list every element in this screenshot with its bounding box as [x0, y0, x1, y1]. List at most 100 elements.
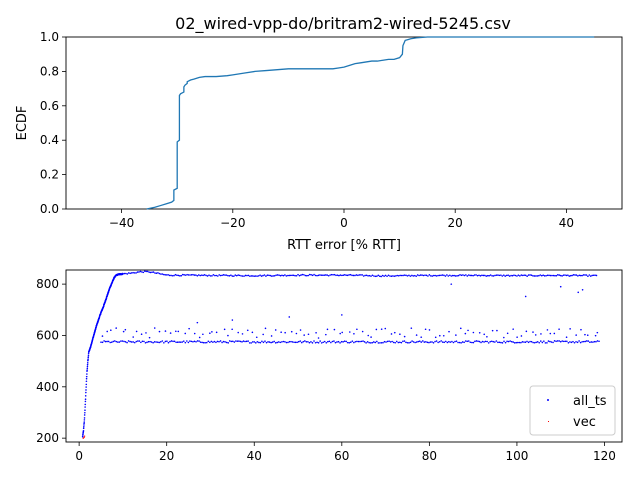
all-ts-point: [523, 341, 525, 343]
all-ts-point: [187, 341, 190, 344]
all-ts-point: [497, 274, 499, 276]
all-ts-point: [405, 274, 407, 277]
all-ts-point: [275, 274, 277, 276]
all-ts-point: [564, 340, 567, 343]
all-ts-point: [281, 274, 283, 277]
all-ts-point: [83, 424, 85, 426]
all-ts-point: [506, 332, 509, 335]
all-ts-point: [84, 406, 86, 408]
scatter-y-tick-label: 600: [36, 328, 59, 342]
all-ts-point: [397, 274, 400, 277]
all-ts-point: [422, 340, 424, 342]
all-ts-point: [170, 340, 173, 342]
all-ts-point: [440, 340, 442, 342]
all-ts-point: [521, 341, 524, 343]
all-ts-point: [483, 333, 486, 336]
all-ts-point: [173, 340, 176, 343]
all-ts-point: [298, 274, 301, 277]
all-ts-point: [201, 341, 203, 344]
all-ts-point: [582, 340, 585, 343]
all-ts-point: [349, 341, 352, 344]
all-ts-point: [449, 341, 452, 343]
all-ts-point: [106, 340, 108, 343]
all-ts-point: [308, 273, 311, 276]
all-ts-point: [135, 330, 138, 333]
all-ts-point: [415, 341, 418, 343]
all-ts-point: [495, 274, 498, 276]
all-ts-point: [145, 332, 147, 334]
all-ts-point: [130, 272, 133, 274]
all-ts-point: [184, 274, 187, 276]
all-ts-point: [198, 274, 200, 276]
all-ts-point: [200, 274, 203, 276]
all-ts-point: [354, 274, 356, 277]
all-ts-point: [342, 274, 345, 277]
all-ts-point: [158, 330, 161, 333]
all-ts-point: [115, 340, 118, 343]
all-ts-point: [365, 342, 367, 344]
all-ts-point: [106, 330, 109, 333]
all-ts-point: [535, 341, 537, 344]
all-ts-point: [177, 274, 180, 277]
all-ts-point: [571, 274, 573, 277]
all-ts-point: [132, 341, 134, 343]
all-ts-point: [317, 274, 320, 277]
all-ts-point: [579, 341, 582, 344]
all-ts-point: [266, 274, 269, 277]
all-ts-point: [478, 340, 481, 343]
all-ts-point: [322, 274, 324, 277]
vec-point: [82, 437, 84, 439]
all-ts-point: [539, 340, 542, 342]
all-ts-point: [585, 274, 588, 276]
all-ts-point: [307, 340, 309, 343]
all-ts-point: [234, 274, 237, 276]
all-ts-point: [381, 274, 384, 277]
all-ts-point: [459, 273, 461, 276]
all-ts-point: [291, 274, 293, 277]
ecdf-y-tick-label: 1.0: [40, 30, 59, 44]
all-ts-point: [484, 340, 487, 343]
all-ts-point: [181, 273, 184, 276]
all-ts-point: [181, 341, 184, 343]
all-ts-point: [440, 274, 442, 277]
all-ts-point: [373, 275, 375, 277]
all-ts-point: [438, 274, 441, 277]
all-ts-point: [148, 336, 151, 339]
all-ts-point: [250, 275, 253, 277]
all-ts-point: [421, 274, 423, 276]
all-ts-point: [267, 341, 269, 343]
all-ts-point: [157, 272, 159, 274]
all-ts-point: [317, 341, 320, 344]
all-ts-point: [430, 275, 432, 277]
all-ts-point: [578, 274, 581, 277]
ecdf-chart: 02_wired-vpp-do/britram2-wired-5245.csv …: [15, 14, 623, 253]
all-ts-point: [524, 341, 527, 344]
all-ts-point: [448, 330, 450, 333]
all-ts-point: [504, 275, 507, 277]
all-ts-point: [592, 341, 594, 343]
all-ts-point: [393, 331, 396, 334]
all-ts-point: [353, 341, 355, 344]
all-ts-point: [368, 341, 370, 344]
all-ts-point: [319, 340, 321, 342]
all-ts-point: [210, 340, 213, 343]
all-ts-point: [507, 274, 509, 277]
all-ts-point: [265, 275, 267, 277]
all-ts-point: [244, 340, 246, 343]
all-ts-point: [495, 340, 498, 342]
all-ts-point: [356, 340, 358, 343]
all-ts-point: [438, 340, 441, 343]
all-ts-point: [114, 340, 116, 342]
all-ts-point: [390, 333, 393, 335]
all-ts-point: [348, 274, 350, 276]
all-ts-point: [511, 274, 514, 277]
all-ts-point: [409, 275, 412, 277]
all-ts-point: [548, 274, 550, 277]
all-ts-point: [164, 340, 167, 343]
all-ts-point: [549, 274, 552, 277]
all-ts-point: [127, 340, 130, 342]
all-ts-point: [247, 274, 250, 277]
all-ts-point: [412, 341, 415, 343]
all-ts-point: [193, 332, 196, 335]
all-ts-point: [513, 274, 515, 276]
